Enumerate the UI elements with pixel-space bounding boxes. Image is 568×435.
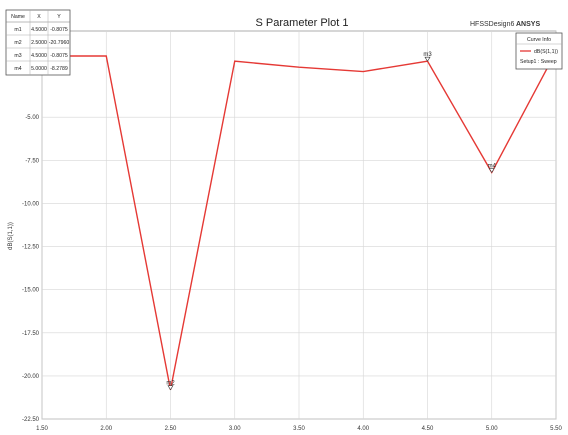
legend-entry: dB(S(1,1)) bbox=[534, 49, 558, 55]
marker-label: m2 bbox=[166, 381, 175, 387]
chart-title: S Parameter Plot 1 bbox=[256, 17, 349, 29]
marker-point bbox=[167, 385, 174, 391]
series-layer bbox=[42, 51, 557, 390]
y-tick-label: -7.50 bbox=[25, 158, 39, 164]
y-tick-label: -22.50 bbox=[22, 417, 40, 423]
y-tick-label: -10.00 bbox=[22, 201, 40, 207]
marker-table: Name X Y m1 4.5000 -0.8075 m2 2.5000 -20… bbox=[5, 9, 71, 76]
marker-row-x: 2.5000 bbox=[31, 40, 47, 46]
y-tick-label: -17.50 bbox=[22, 331, 40, 337]
axis-ticks: 1.50 2.00 2.50 3.00 3.50 4.00 4.50 5.00 5.50 -5.0… bbox=[22, 115, 563, 432]
x-tick-label: 5.50 bbox=[550, 426, 562, 432]
marker-row-name: m3 bbox=[14, 53, 21, 59]
marker-row-y: -20.7960 bbox=[49, 40, 70, 46]
y-tick-label: -15.00 bbox=[22, 288, 40, 294]
grid-lines bbox=[41, 31, 557, 420]
marker-label: m4 bbox=[488, 163, 497, 169]
legend: Curve Info dB(S(1,1)) Setup1 : Sweep bbox=[515, 32, 563, 70]
x-tick-label: 2.50 bbox=[165, 426, 177, 432]
marker-points: m2 m3 m4 bbox=[166, 52, 497, 391]
x-tick-label: 3.00 bbox=[229, 426, 241, 432]
marker-point bbox=[488, 168, 495, 173]
ansys-logo: ANSYS bbox=[516, 21, 540, 28]
y-axis-label: dB(S(1,1)) bbox=[8, 222, 14, 250]
x-tick-label: 4.50 bbox=[422, 426, 434, 432]
marker-row-y: -8.2789 bbox=[50, 66, 68, 72]
marker-row-x: 5.0000 bbox=[31, 66, 47, 72]
marker-col-name: Name bbox=[11, 14, 25, 20]
marker-row-y: -0.8075 bbox=[50, 53, 68, 59]
marker-row-x: 4.5000 bbox=[31, 27, 47, 33]
marker-col-y: Y bbox=[57, 14, 61, 20]
series-line bbox=[42, 51, 557, 390]
x-tick-label: 2.00 bbox=[100, 426, 112, 432]
marker-row-x: 4.5000 bbox=[31, 53, 47, 59]
marker-row-y: -0.8075 bbox=[50, 27, 68, 33]
marker-row-name: m1 bbox=[14, 27, 21, 33]
x-tick-label: 4.00 bbox=[357, 426, 369, 432]
marker-label: m3 bbox=[423, 52, 432, 58]
design-name: HFSSDesign6 bbox=[470, 21, 514, 28]
legend-setup: Setup1 : Sweep bbox=[520, 59, 557, 65]
marker-point bbox=[424, 56, 431, 62]
marker-row-name: m2 bbox=[14, 40, 21, 46]
marker-col-x: X bbox=[37, 14, 41, 20]
x-tick-label: 3.50 bbox=[293, 426, 305, 432]
y-tick-label: -20.00 bbox=[22, 374, 40, 380]
y-tick-label: -12.50 bbox=[22, 245, 40, 251]
legend-header: Curve Info bbox=[527, 37, 551, 43]
y-tick-label: -5.00 bbox=[25, 115, 39, 121]
legend-frame bbox=[515, 32, 563, 70]
x-tick-label: 1.50 bbox=[36, 426, 48, 432]
x-tick-label: 5.00 bbox=[486, 426, 498, 432]
marker-table-frame bbox=[5, 9, 71, 76]
marker-row-name: m4 bbox=[14, 66, 21, 72]
